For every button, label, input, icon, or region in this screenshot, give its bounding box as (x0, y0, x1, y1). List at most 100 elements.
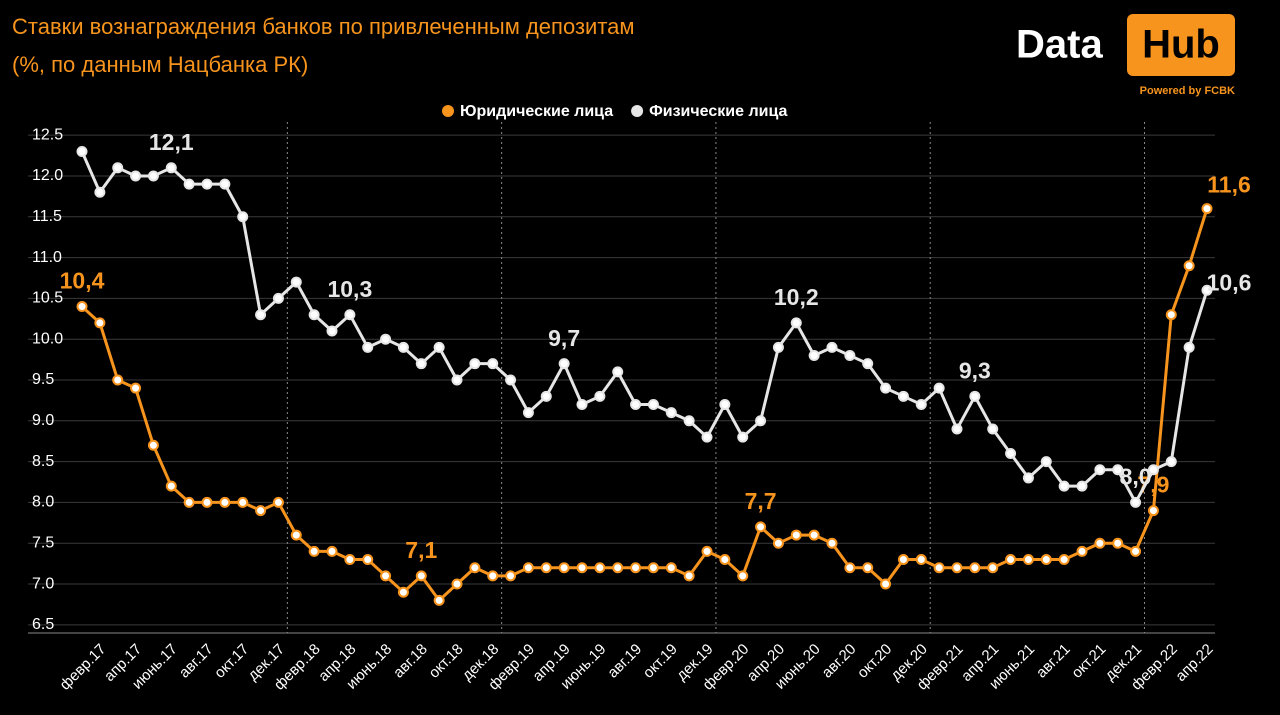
logo-text: Data (1016, 23, 1103, 67)
data-point (880, 578, 892, 590)
data-point (219, 496, 231, 508)
legend-label: Юридические лица (460, 103, 613, 120)
x-tick-label: окт.18 (426, 641, 467, 682)
data-point (183, 178, 195, 190)
data-point (201, 496, 213, 508)
y-tick-label: 9.0 (32, 412, 54, 429)
x-tick-label: февр.17 (57, 641, 110, 694)
data-point (290, 276, 302, 288)
data-point (612, 562, 624, 574)
x-tick-label: окт.20 (854, 641, 895, 682)
data-point (862, 358, 874, 370)
data-point (1040, 456, 1052, 468)
data-point (755, 415, 767, 427)
data-label: 10,3 (327, 276, 372, 302)
series (76, 145, 1213, 508)
data-point (915, 398, 927, 410)
x-tick-label: авг.21 (1033, 641, 1074, 682)
series-line (80, 208, 1209, 603)
data-point (1040, 554, 1052, 566)
x-tick-label: авг.20 (819, 641, 860, 682)
data-point (505, 570, 517, 582)
data-point (165, 162, 177, 174)
data-point (987, 423, 999, 435)
data-point (540, 562, 552, 574)
chart-title: Ставки вознаграждения банков по привлече… (12, 14, 635, 39)
data-label: 8,0 (1120, 463, 1152, 489)
logo-box (1127, 14, 1235, 76)
data-point (1201, 203, 1213, 215)
data-point (683, 570, 695, 582)
data-point (951, 423, 963, 435)
data-point (362, 341, 374, 353)
data-point (76, 301, 88, 313)
x-tick-label: окт.17 (211, 641, 252, 682)
data-point (433, 341, 445, 353)
data-point (237, 211, 249, 223)
data-point (1201, 284, 1213, 296)
data-point (987, 562, 999, 574)
data-point (683, 415, 695, 427)
data-point (308, 309, 320, 321)
x-tick-label: авг.18 (390, 641, 431, 682)
data-label: 10,4 (60, 268, 105, 294)
data-point (130, 170, 142, 182)
data-point (1076, 545, 1088, 557)
data-point (630, 562, 642, 574)
series-line (80, 150, 1209, 506)
data-label: 11,6 (1207, 172, 1251, 198)
data-point (380, 333, 392, 345)
data-point (737, 570, 749, 582)
data-point (451, 374, 463, 386)
data-point (290, 529, 302, 541)
data-point (826, 341, 838, 353)
data-point (1130, 545, 1142, 557)
chart-subtitle: (%, по данным Нацбанка РК) (12, 52, 308, 77)
data-point (576, 562, 588, 574)
data-point (826, 537, 838, 549)
data-point (576, 398, 588, 410)
data-point (219, 178, 231, 190)
data-point (344, 554, 356, 566)
y-tick-label: 10.5 (32, 290, 63, 307)
data-point (1147, 464, 1159, 476)
data-label: 9,3 (959, 357, 991, 383)
data-point (790, 317, 802, 329)
data-point (790, 529, 802, 541)
data-point (201, 178, 213, 190)
logo: Data Hub Powered by FCBK (1016, 14, 1235, 97)
data-point (237, 496, 249, 508)
data-point (183, 496, 195, 508)
series (76, 203, 1213, 606)
y-tick-label: 11.0 (32, 249, 62, 266)
data-point (94, 317, 106, 329)
data-point (487, 358, 499, 370)
y-tick-label: 8.5 (32, 453, 54, 470)
data-point (147, 439, 159, 451)
data-point (415, 358, 427, 370)
data-label: 10,2 (774, 284, 819, 310)
data-point (469, 562, 481, 574)
data-point (665, 562, 677, 574)
data-point (522, 407, 534, 419)
logo-tagline: Powered by FCBK (1140, 85, 1235, 97)
data-point (1147, 505, 1159, 517)
data-point (165, 480, 177, 492)
data-point (505, 374, 517, 386)
data-point (255, 309, 267, 321)
data-point (969, 390, 981, 402)
data-point (522, 562, 534, 574)
data-label: 7,9 (1137, 472, 1169, 498)
data-point (130, 382, 142, 394)
data-point (933, 382, 945, 394)
data-point (701, 545, 713, 557)
data-point (772, 537, 784, 549)
y-tick-label: 9.5 (32, 371, 54, 388)
data-point (272, 292, 284, 304)
data-point (1005, 554, 1017, 566)
logo-text: Hub (1142, 23, 1220, 67)
data-point (665, 407, 677, 419)
data-point (362, 554, 374, 566)
data-point (737, 431, 749, 443)
